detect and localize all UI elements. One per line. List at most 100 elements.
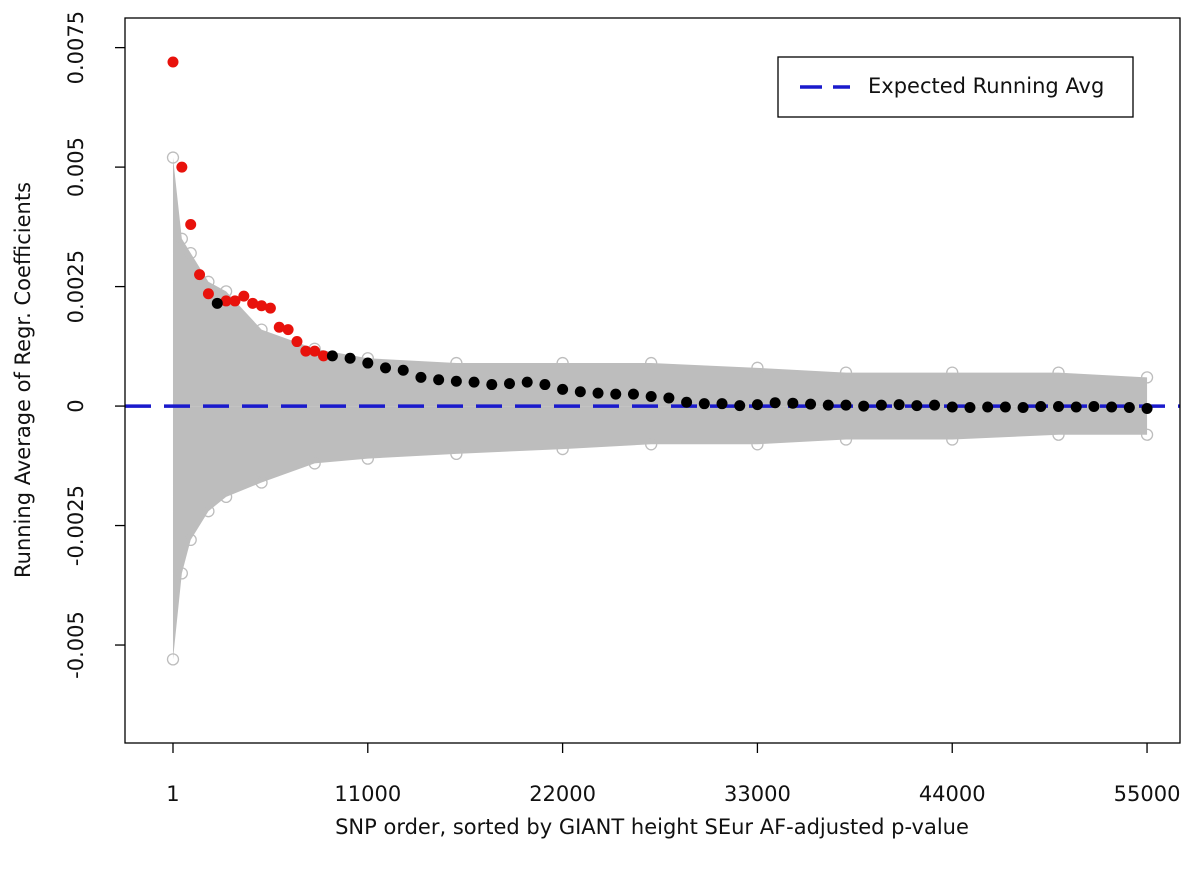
envelope-point	[166, 653, 180, 666]
y-axis-title: Running Average of Regr. Coefficients	[11, 182, 35, 578]
y-tick-label: -0.005	[64, 611, 88, 679]
y-tick-label: 0.005	[64, 137, 88, 197]
point	[326, 350, 338, 362]
point	[805, 398, 817, 410]
point	[450, 375, 462, 387]
envelope-point	[450, 447, 463, 461]
point	[592, 387, 604, 399]
envelope-point	[1140, 371, 1154, 384]
point	[344, 352, 356, 364]
envelope-point	[645, 356, 658, 370]
point	[946, 401, 958, 413]
point	[751, 399, 763, 411]
x-tick-label: 11000	[334, 782, 401, 806]
point	[1123, 402, 1135, 414]
x-tick-label: 22000	[529, 782, 596, 806]
envelope-point	[255, 323, 268, 336]
point	[264, 302, 276, 314]
point	[929, 399, 941, 411]
point	[858, 400, 870, 412]
point	[202, 288, 214, 300]
point	[1035, 401, 1047, 413]
x-axis-title: SNP order, sorted by GIANT height SEur A…	[335, 815, 969, 839]
y-tick-label: -0.0025	[64, 485, 88, 566]
point	[380, 362, 392, 374]
point	[503, 378, 515, 390]
envelope-point	[255, 476, 268, 489]
point	[433, 374, 445, 386]
envelope-point	[450, 356, 463, 370]
envelope-point	[202, 275, 215, 288]
envelope-point	[308, 457, 321, 470]
envelope-point	[751, 361, 764, 374]
point	[291, 336, 303, 348]
point	[1017, 402, 1029, 414]
point	[300, 345, 312, 357]
point	[256, 300, 268, 312]
point	[521, 376, 533, 388]
point	[964, 402, 976, 414]
point	[486, 379, 498, 391]
envelope-area	[172, 157, 1148, 407]
point	[875, 399, 887, 411]
point	[211, 297, 223, 309]
point	[627, 388, 639, 400]
point	[610, 388, 622, 400]
envelope-point	[219, 490, 233, 504]
envelope-point	[1140, 428, 1154, 441]
envelope-point	[1052, 366, 1065, 379]
point	[716, 398, 728, 410]
point	[229, 295, 241, 307]
x-tick-label: 44000	[919, 782, 986, 806]
point	[318, 350, 330, 362]
point	[1053, 401, 1065, 413]
point	[1088, 401, 1100, 413]
point	[574, 386, 586, 398]
point	[167, 56, 179, 68]
x-tick-label: 1	[166, 782, 179, 806]
point	[769, 397, 781, 409]
envelope-area	[172, 406, 1148, 660]
x-tick-label: 33000	[724, 782, 791, 806]
point	[1106, 401, 1118, 413]
envelope-point	[184, 533, 197, 547]
point	[911, 400, 923, 412]
point	[176, 161, 188, 173]
point	[663, 392, 675, 404]
y-tick-label: 0	[64, 399, 88, 412]
legend-label: Expected Running Avg	[868, 74, 1104, 98]
point	[415, 371, 427, 383]
point	[539, 379, 551, 391]
envelope-point	[175, 567, 188, 580]
y-tick-label: 0.0025	[64, 250, 88, 323]
point	[734, 400, 746, 412]
envelope-point	[166, 151, 180, 164]
y-tick-label: 0.0075	[64, 11, 88, 84]
envelope-point	[202, 505, 215, 518]
point	[309, 345, 321, 357]
envelope-point	[184, 246, 197, 260]
point	[822, 399, 834, 411]
point	[681, 396, 693, 408]
point	[362, 357, 374, 369]
plot-frame	[124, 17, 1181, 744]
point	[397, 364, 409, 376]
point	[840, 399, 852, 411]
envelope-point	[361, 452, 374, 465]
point	[185, 218, 197, 230]
envelope-point	[1052, 428, 1065, 441]
point	[194, 269, 206, 281]
point	[273, 321, 285, 333]
point	[999, 401, 1011, 413]
point	[893, 399, 905, 411]
point	[982, 401, 994, 413]
point	[557, 383, 569, 395]
point	[238, 290, 250, 302]
envelope-point	[556, 356, 569, 370]
point	[698, 398, 710, 410]
point	[468, 376, 480, 388]
point	[645, 391, 657, 403]
point	[1141, 402, 1153, 414]
envelope-point	[946, 366, 959, 379]
